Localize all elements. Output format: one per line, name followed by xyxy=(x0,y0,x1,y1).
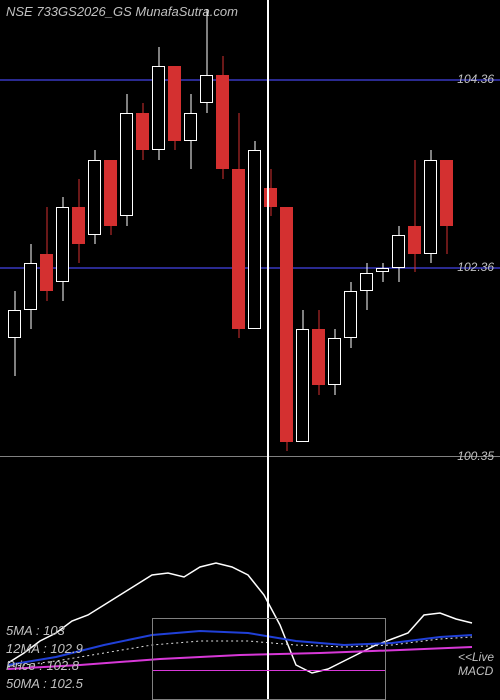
price-level-label: 104.36 xyxy=(457,72,494,86)
ma-info-row: 12MA : 102.9 xyxy=(6,640,83,658)
candle-body xyxy=(296,329,309,442)
macd-label-macd: MACD xyxy=(458,664,494,678)
candle xyxy=(392,0,405,545)
candle-body xyxy=(104,160,117,226)
macd-label: <<LiveMACD xyxy=(458,650,494,678)
candle-body xyxy=(344,291,357,338)
candle xyxy=(296,0,309,545)
macd-label-live: <<Live xyxy=(458,650,494,664)
candle-body xyxy=(200,75,213,103)
candle xyxy=(136,0,149,545)
candle-body xyxy=(72,207,85,245)
candle-wick xyxy=(414,160,415,273)
candle xyxy=(264,0,277,545)
candle-body xyxy=(232,169,245,329)
candle-body xyxy=(280,207,293,442)
candle-body xyxy=(248,150,261,329)
candle xyxy=(88,0,101,545)
candle xyxy=(56,0,69,545)
candle xyxy=(344,0,357,545)
candle xyxy=(424,0,437,545)
macd-zero-line xyxy=(153,670,385,671)
ma-info-row: Price : 102.8 xyxy=(6,657,83,675)
candle xyxy=(8,0,21,545)
ma-info-row: 5MA : 103 xyxy=(6,622,83,640)
candle-body xyxy=(88,160,101,235)
candle-body xyxy=(408,226,421,254)
candle-body xyxy=(136,113,149,151)
candle xyxy=(408,0,421,545)
candle-body xyxy=(56,207,69,282)
candle-body xyxy=(312,329,325,385)
candle xyxy=(328,0,341,545)
candle-wick xyxy=(382,263,383,282)
candle-body xyxy=(264,188,277,207)
candle xyxy=(312,0,325,545)
candle-body xyxy=(152,66,165,151)
candle-body xyxy=(328,338,341,385)
candle xyxy=(120,0,133,545)
candle xyxy=(184,0,197,545)
chart-root: NSE 733GS2026_GS MunafaSutra.com 104.361… xyxy=(0,0,500,700)
candle xyxy=(280,0,293,545)
candle-body xyxy=(184,113,197,141)
candle xyxy=(72,0,85,545)
candle xyxy=(440,0,453,545)
candle xyxy=(200,0,213,545)
candle-body xyxy=(120,113,133,216)
candle xyxy=(360,0,373,545)
candle xyxy=(24,0,37,545)
cursor-vline xyxy=(267,0,269,700)
candle xyxy=(248,0,261,545)
candle-body xyxy=(392,235,405,268)
price-panel: NSE 733GS2026_GS MunafaSutra.com 104.361… xyxy=(0,0,500,545)
candle xyxy=(232,0,245,545)
candle xyxy=(216,0,229,545)
ma-info-box: 5MA : 10312MA : 102.9Price : 102.850MA :… xyxy=(6,622,83,692)
price-level-label: 100.35 xyxy=(457,449,494,463)
candle-body xyxy=(40,254,53,292)
candle xyxy=(376,0,389,545)
candle xyxy=(168,0,181,545)
candle xyxy=(104,0,117,545)
candle-body xyxy=(24,263,37,310)
candle-body xyxy=(440,160,453,226)
candle-body xyxy=(376,268,389,273)
macd-box xyxy=(152,618,386,700)
candle-body xyxy=(216,75,229,169)
candle-body xyxy=(168,66,181,141)
candle-body xyxy=(424,160,437,254)
candle-body xyxy=(360,273,373,292)
candle xyxy=(40,0,53,545)
price-level-label: 102.36 xyxy=(457,260,494,274)
ma-info-row: 50MA : 102.5 xyxy=(6,675,83,693)
candle xyxy=(152,0,165,545)
candle-body xyxy=(8,310,21,338)
